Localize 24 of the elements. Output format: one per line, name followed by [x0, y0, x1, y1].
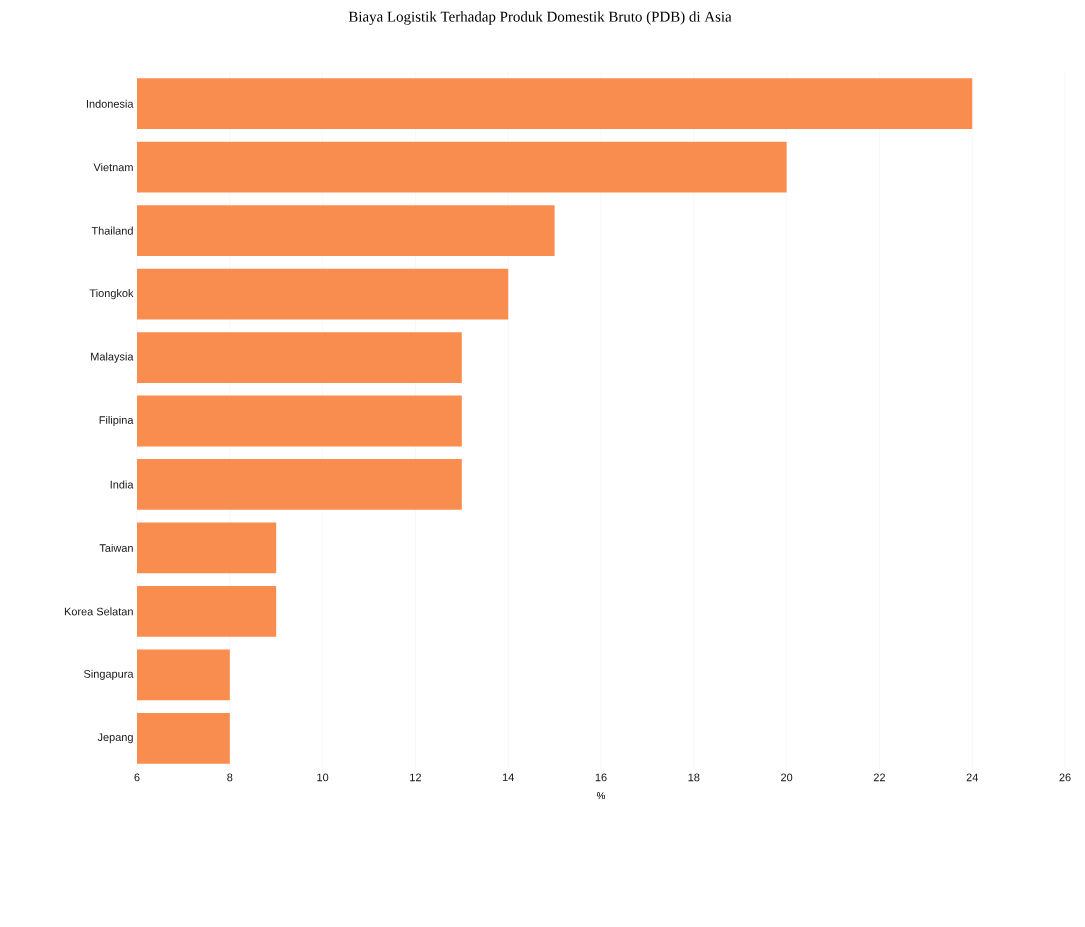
x-tick-label: 18 [688, 773, 700, 782]
y-tick-label: Indonesia [86, 99, 134, 108]
x-tick-label: 20 [781, 773, 793, 782]
y-tick-label: Singapura [84, 669, 134, 680]
x-tick-label: 26 [1059, 773, 1071, 782]
y-tick-label: Jepang [97, 733, 133, 744]
chart-title: Biaya Logistik Terhadap Produk Domestik Bruto (PDB) di Asia [348, 11, 732, 25]
x-tick-label: 16 [595, 773, 607, 782]
x-tick-label: 10 [317, 773, 329, 782]
y-tick-label: Filipina [99, 415, 134, 427]
y-tick-label: Thailand [91, 226, 133, 235]
y-tick-label: Vietnam [93, 163, 133, 172]
y-tick-label: Malaysia [91, 352, 134, 363]
x-axis-title: % [596, 792, 606, 800]
y-tick-label: Korea Selatan [64, 607, 133, 616]
x-tick-label: 12 [410, 773, 421, 782]
x-tick-label: 14 [502, 773, 514, 782]
y-tick-label: Tiongkok [89, 288, 134, 300]
x-tick-label: 22 [873, 773, 885, 782]
y-tick-label: India [110, 480, 134, 489]
x-tick-label: 8 [227, 773, 233, 782]
y-tick-label: Taiwan [99, 543, 133, 552]
x-tick-label: 6 [134, 773, 140, 782]
x-tick-label: 24 [966, 773, 978, 782]
